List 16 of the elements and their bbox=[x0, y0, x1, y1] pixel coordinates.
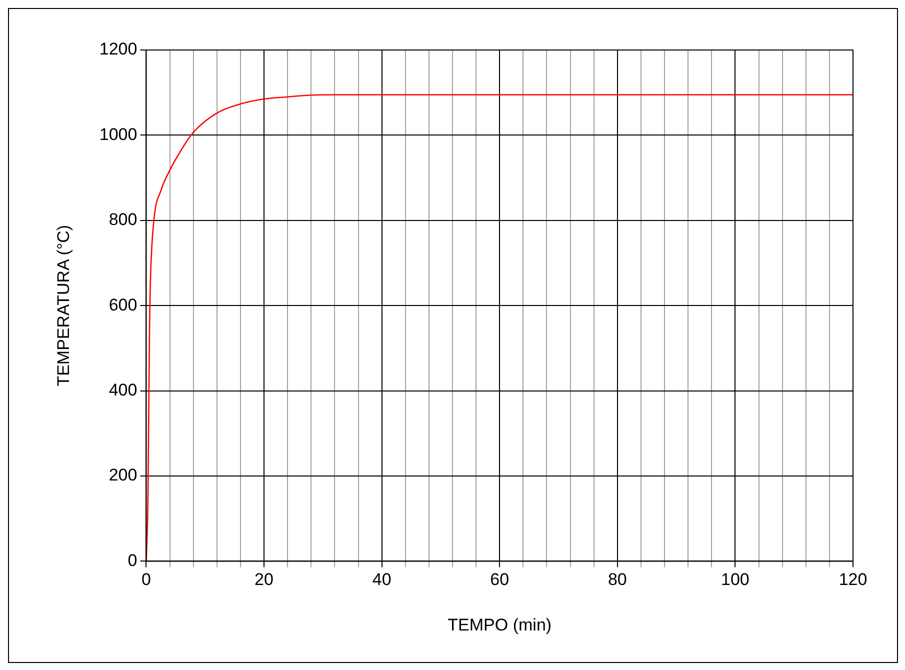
x-tick-label: 20 bbox=[254, 570, 274, 590]
y-tick-label: 0 bbox=[128, 550, 138, 570]
y-axis-title: TEMPERATURA (°C) bbox=[54, 224, 73, 386]
y-tick-label: 1000 bbox=[99, 124, 138, 144]
x-tick-label: 0 bbox=[141, 570, 151, 590]
y-tick-label: 1200 bbox=[99, 40, 138, 59]
y-tick-label: 600 bbox=[108, 295, 138, 314]
y-tick-label: 800 bbox=[108, 210, 138, 230]
y-tick-label: 400 bbox=[108, 380, 138, 400]
x-tick-label: 40 bbox=[372, 570, 392, 590]
x-tick-label: 80 bbox=[608, 570, 627, 590]
y-tick-label: 200 bbox=[108, 466, 138, 485]
x-tick-label: 60 bbox=[490, 570, 510, 590]
x-tick-label: 120 bbox=[838, 570, 868, 590]
x-axis-title: TEMPO (min) bbox=[448, 615, 552, 634]
x-tick-label: 100 bbox=[721, 570, 750, 590]
